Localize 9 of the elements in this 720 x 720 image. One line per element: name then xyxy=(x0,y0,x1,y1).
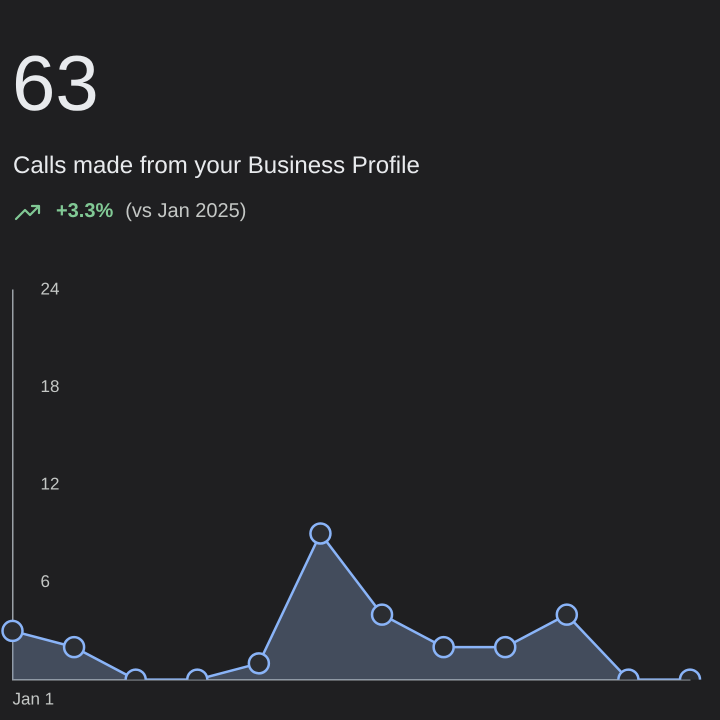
chart-title: 63 xyxy=(12,38,99,128)
chart-subtitle: Calls made from your Business Profile xyxy=(13,152,420,180)
y-tick-label: 18 xyxy=(40,377,60,396)
text: (vs Jan 2025) xyxy=(125,200,246,223)
y-tick-label: 6 xyxy=(40,572,50,591)
x-tick-label: Jan 1 xyxy=(12,689,54,708)
y-tick-label: 24 xyxy=(40,280,60,299)
y-tick-label: 12 xyxy=(40,474,60,494)
text: +3.3% xyxy=(56,200,114,223)
